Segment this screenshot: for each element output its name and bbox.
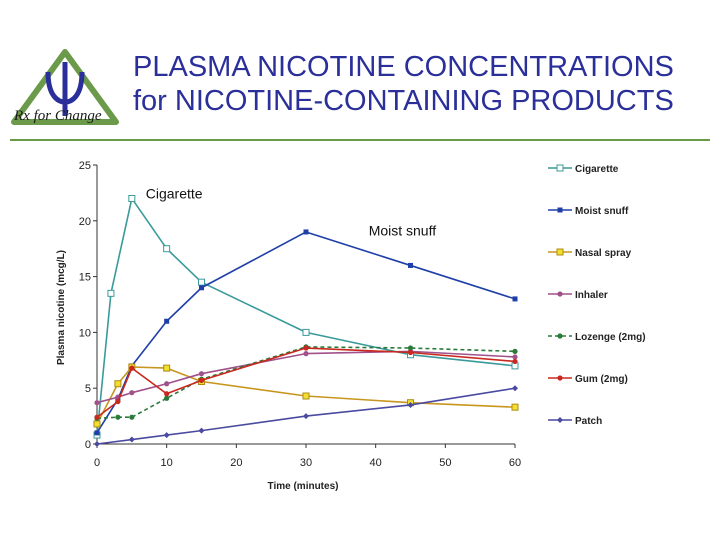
data-point-patch: [94, 441, 100, 447]
data-point-nasal-spray: [511, 403, 519, 411]
data-point-nasal-spray: [114, 380, 122, 388]
legend-label: Cigarette: [575, 164, 619, 175]
data-point-inhaler: [512, 354, 518, 360]
legend-swatch-marker: [557, 333, 563, 339]
data-point-gum-2mg: [94, 414, 100, 420]
data-point-inhaler: [164, 381, 170, 387]
legend-swatch-marker: [557, 375, 563, 381]
data-point-moist-snuff: [199, 285, 204, 291]
x-tick-label: 20: [230, 457, 242, 469]
data-point-lozenge-2mg: [129, 414, 135, 420]
series-line-lozenge-2mg: [96, 346, 516, 420]
data-point-inhaler: [303, 351, 309, 357]
series-line-moist-snuff: [96, 231, 516, 434]
legend-swatch-marker: [557, 207, 563, 213]
title-line-1: PLASMA NICOTINE CONCENTRATIONS: [133, 51, 674, 83]
y-tick-label: 25: [79, 160, 91, 172]
legend-item-gum-2mg: Gum (2mg): [548, 374, 628, 385]
data-point-moist-snuff: [408, 262, 413, 268]
y-tick-label: 5: [85, 383, 91, 395]
legend-swatch-marker: [557, 417, 563, 423]
legend-swatch-marker: [557, 291, 563, 297]
x-tick-label: 0: [94, 457, 100, 469]
data-point-gum-2mg: [115, 398, 121, 405]
data-point-gum-2mg: [407, 349, 414, 356]
data-point-cigarette: [163, 245, 171, 253]
data-point-patch: [303, 413, 309, 420]
y-tick-label: 15: [79, 272, 91, 284]
data-point-patch: [163, 432, 170, 439]
data-point-inhaler: [198, 371, 205, 377]
x-tick-label: 50: [439, 457, 451, 469]
data-point-cigarette: [302, 328, 310, 336]
legend-item-cigarette: Cigarette: [548, 164, 619, 175]
series-patch: [94, 385, 518, 447]
legend-item-lozenge-2mg: Lozenge (2mg): [548, 332, 646, 343]
legend-label: Lozenge (2mg): [575, 332, 646, 343]
data-point-inhaler: [94, 400, 100, 406]
x-tick-label: 30: [300, 457, 312, 469]
legend-label: Patch: [575, 416, 602, 427]
data-point-patch: [198, 427, 205, 434]
data-point-lozenge-2mg: [115, 414, 121, 420]
data-point-lozenge-2mg: [164, 395, 170, 401]
legend-label: Moist snuff: [575, 206, 629, 217]
data-point-cigarette: [107, 289, 115, 297]
y-tick-label: 0: [85, 439, 91, 451]
legend-item-nasal-spray: Nasal spray: [548, 248, 632, 259]
legend-item-inhaler: Inhaler: [548, 290, 608, 301]
legend-item-moist-snuff: Moist snuff: [548, 206, 629, 217]
data-point-moist-snuff: [303, 229, 309, 235]
data-point-cigarette: [128, 194, 136, 202]
x-tick-label: 60: [509, 457, 521, 469]
annotation-background: [365, 222, 454, 240]
data-point-gum-2mg: [512, 358, 518, 365]
data-point-patch: [128, 436, 135, 443]
legend-item-patch: Patch: [548, 416, 602, 427]
data-point-gum-2mg: [303, 345, 309, 351]
data-point-patch: [407, 401, 414, 408]
legend-swatch-marker: [556, 164, 564, 172]
title-line-2: for NICOTINE-CONTAINING PRODUCTS: [133, 85, 674, 117]
x-axis-label: Time (minutes): [268, 481, 339, 492]
data-point-moist-snuff: [94, 430, 100, 436]
legend-label: Gum (2mg): [575, 374, 628, 385]
data-point-gum-2mg: [129, 365, 135, 371]
title-divider: [10, 139, 710, 141]
annotation-label: Cigarette: [146, 185, 203, 201]
series-gum-2mg: [94, 345, 518, 420]
data-point-lozenge-2mg: [407, 345, 414, 351]
data-point-moist-snuff: [164, 318, 170, 324]
y-tick-label: 20: [79, 216, 91, 228]
page-title: PLASMA NICOTINE CONCENTRATIONS for NICOT…: [133, 50, 713, 118]
data-point-cigarette: [198, 278, 205, 286]
legend-label: Inhaler: [575, 290, 608, 301]
data-point-moist-snuff: [512, 296, 518, 302]
annotation-background: [142, 185, 216, 203]
x-tick-label: 10: [161, 457, 173, 469]
data-point-inhaler: [129, 390, 135, 396]
x-tick-label: 40: [370, 457, 382, 469]
legend-swatch-marker: [556, 248, 564, 256]
annotation-label: Moist snuff: [369, 222, 437, 238]
data-point-gum-2mg: [198, 377, 205, 383]
data-point-lozenge-2mg: [512, 348, 518, 354]
legend-label: Nasal spray: [575, 248, 632, 259]
data-point-nasal-spray: [163, 364, 171, 372]
y-tick-label: 10: [79, 327, 91, 339]
series-line-gum-2mg: [96, 347, 516, 418]
logo-icon: [11, 49, 119, 125]
data-point-patch: [512, 385, 518, 392]
y-axis-label: Plasma nicotine (mcg/L): [56, 250, 67, 365]
logo-text: Rx for Change: [14, 108, 102, 124]
data-point-nasal-spray: [93, 420, 101, 428]
data-point-gum-2mg: [164, 391, 170, 397]
psi-triangle-logo: [8, 48, 130, 132]
data-point-nasal-spray: [302, 392, 310, 400]
